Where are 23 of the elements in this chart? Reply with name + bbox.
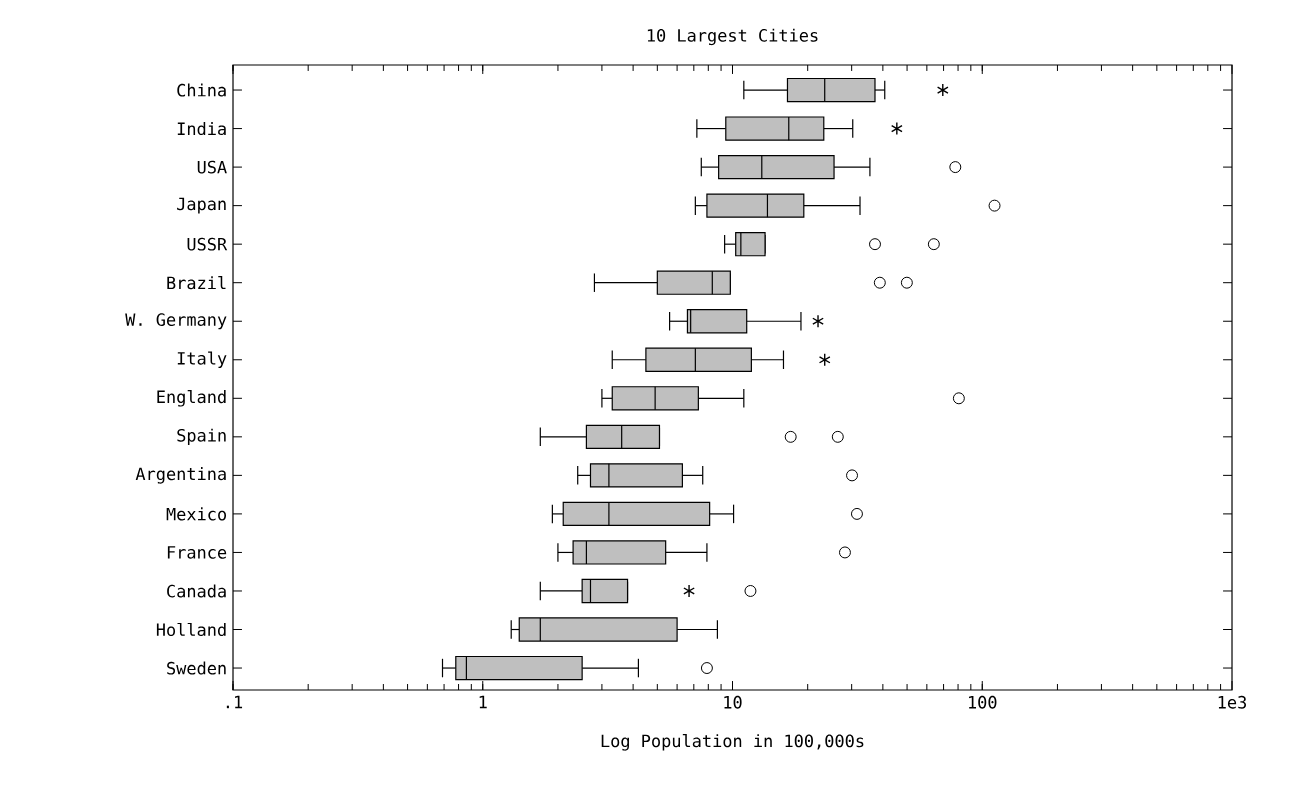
x-axis-title: Log Population in 100,000s [601,734,864,751]
y-tick-label: Canada [167,584,226,598]
y-tick-label: France [167,546,227,559]
y-tick-label: India [177,122,226,136]
x-tick-label: .1 [226,695,243,709]
y-tick-label: Holland [156,622,226,637]
y-tick-label: USA [197,160,227,174]
y-tick-label: Italy [177,351,227,369]
y-tick-label: Brazil [167,276,226,290]
y-tick-label: Sweden [167,661,226,675]
y-tick-label: W. Germany [125,313,227,330]
y-tick-label: Argentina [135,467,226,484]
y-tick-label: China [177,83,226,97]
x-tick-label: 1e3 [1218,695,1247,709]
y-tick-label: Japan [177,197,226,214]
y-tick-label: USSR [187,237,228,251]
chart-title: 10 Largest Cities [647,28,818,46]
x-tick-label: 100 [968,695,997,709]
y-tick-label: Spain [177,428,226,446]
y-tick-label: Mexico [166,507,227,521]
x-tick-label: 1 [479,695,487,709]
y-tick-label: England [157,390,226,407]
x-tick-label: 10 [724,695,742,709]
